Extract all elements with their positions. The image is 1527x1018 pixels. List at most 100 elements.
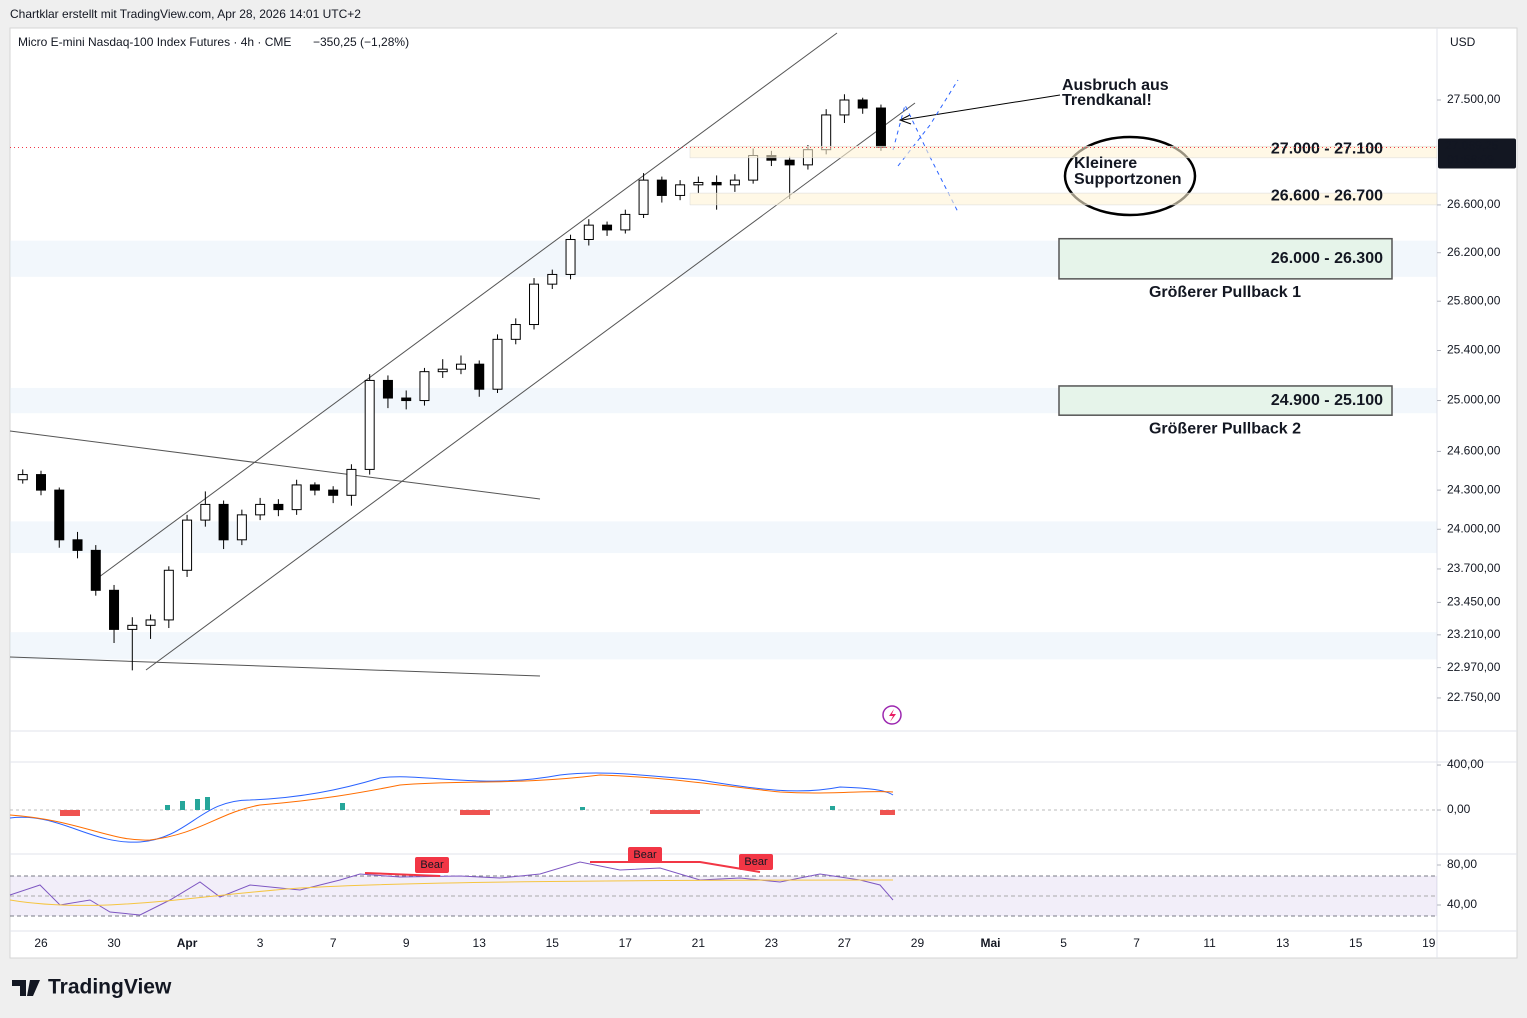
projection bbox=[892, 103, 959, 213]
zone-label: 24.900 - 25.100 bbox=[1271, 392, 1383, 409]
candle-body bbox=[328, 489, 339, 496]
bear-label: Bear bbox=[420, 859, 444, 871]
y-tick-label: 24.600,00 bbox=[1447, 444, 1501, 458]
x-tick-label: 15 bbox=[546, 936, 560, 950]
old-channel-upper bbox=[9, 430, 541, 500]
y-tick-label: 22.970,00 bbox=[1447, 660, 1501, 674]
candle-body bbox=[821, 114, 832, 151]
candle-body bbox=[364, 379, 375, 470]
candle-body bbox=[474, 363, 485, 390]
candle-body bbox=[36, 474, 46, 491]
y-tick-label: 24.000,00 bbox=[1447, 521, 1501, 535]
symbol-title: Micro E-mini Nasdaq-100 Index Futures · … bbox=[18, 35, 291, 49]
old-channel-lower bbox=[9, 656, 541, 677]
macd-line bbox=[9, 772, 894, 843]
candle-body bbox=[748, 155, 759, 181]
candle-body bbox=[90, 549, 101, 591]
candle-body bbox=[163, 569, 174, 621]
logo-text: TradingView bbox=[48, 976, 172, 999]
candle-body bbox=[236, 514, 247, 541]
x-tick-label: 11 bbox=[1203, 936, 1216, 950]
candle-body bbox=[382, 379, 393, 399]
y-tick-label: 23.450,00 bbox=[1447, 595, 1501, 609]
candle-body bbox=[729, 179, 740, 186]
bear-badge bbox=[739, 854, 773, 870]
x-tick-label: 30 bbox=[107, 936, 121, 950]
zone-label: 26.000 - 26.300 bbox=[1271, 250, 1383, 267]
candle-body bbox=[401, 397, 412, 402]
candle-body bbox=[54, 489, 65, 541]
x-tick-label: 29 bbox=[911, 936, 925, 950]
candle-body bbox=[784, 159, 795, 166]
last-price-label: 27.089,25 bbox=[1445, 139, 1499, 153]
candle-body bbox=[109, 589, 120, 630]
x-tick-label: 27 bbox=[838, 936, 852, 950]
macd-tick-label: 400,00 bbox=[1447, 757, 1484, 771]
y-tick-label: 27.500,00 bbox=[1447, 92, 1501, 106]
candle-body bbox=[273, 503, 284, 511]
y-tick-label: 25.800,00 bbox=[1447, 293, 1501, 307]
candle-body bbox=[492, 338, 503, 390]
x-tick-label: 5 bbox=[1060, 936, 1067, 950]
zone-caption: Größerer Pullback 1 bbox=[1149, 284, 1301, 301]
candle-body bbox=[529, 283, 540, 326]
x-tick-label: 9 bbox=[403, 936, 410, 950]
candle-body bbox=[255, 503, 266, 516]
y-tick-label: 23.210,00 bbox=[1447, 627, 1501, 641]
x-tick-label: Apr bbox=[177, 936, 198, 950]
candle-body bbox=[565, 238, 576, 275]
pullback-zone bbox=[1058, 237, 1393, 280]
logo: TradingView bbox=[12, 976, 172, 999]
arrow bbox=[901, 94, 1061, 121]
candle-body bbox=[17, 474, 28, 481]
candle-body bbox=[72, 539, 83, 551]
candle-body bbox=[675, 184, 686, 196]
price-band bbox=[10, 521, 1437, 554]
x-tick-label: 26 bbox=[34, 936, 48, 950]
rsi-band bbox=[10, 876, 1437, 916]
candle-body bbox=[182, 519, 193, 571]
candle-body bbox=[309, 484, 320, 491]
x-tick-label: 13 bbox=[1276, 936, 1290, 950]
x-tick-label: Mai bbox=[981, 936, 1001, 950]
y-tick-label: 26.200,00 bbox=[1447, 245, 1501, 259]
y-tick-label: 26.600,00 bbox=[1447, 197, 1501, 211]
candle-body bbox=[547, 273, 558, 285]
currency: USD bbox=[1450, 35, 1476, 49]
header: Chartklar erstellt mit TradingView.com, … bbox=[10, 7, 361, 21]
candle-body bbox=[875, 107, 886, 148]
candle-body bbox=[145, 619, 156, 626]
candle-body bbox=[693, 181, 704, 186]
candle-body bbox=[127, 624, 138, 630]
candle-body bbox=[857, 99, 868, 109]
x-tick-label: 7 bbox=[1133, 936, 1140, 950]
x-tick-label: 21 bbox=[692, 936, 706, 950]
x-tick-label: 23 bbox=[765, 936, 779, 950]
bear-badge bbox=[628, 847, 662, 863]
y-tick-label: 22.750,00 bbox=[1447, 690, 1501, 704]
pullback-zone bbox=[1058, 385, 1393, 416]
candle-body bbox=[200, 503, 211, 521]
candle-body bbox=[218, 503, 229, 541]
candle-body bbox=[510, 324, 521, 340]
circle-note bbox=[1063, 135, 1197, 217]
candle-body bbox=[656, 179, 667, 196]
x-tick-label: 7 bbox=[330, 936, 337, 950]
candle-body bbox=[437, 368, 448, 373]
rsi-tick-label: 80,00 bbox=[1447, 857, 1477, 871]
support-note: Kleinere bbox=[1074, 155, 1137, 172]
y-tick-label: 25.400,00 bbox=[1447, 343, 1501, 357]
candle-body bbox=[620, 213, 631, 231]
x-tick-label: 13 bbox=[473, 936, 487, 950]
zone-label: 26.600 - 26.700 bbox=[1271, 187, 1383, 204]
candle-body bbox=[291, 484, 302, 511]
last-price-box bbox=[1438, 138, 1516, 169]
zone-caption: Größerer Pullback 2 bbox=[1149, 420, 1301, 437]
support-zone bbox=[689, 145, 1438, 159]
y-tick-label: 25.000,00 bbox=[1447, 393, 1501, 407]
chart-frame bbox=[9, 27, 1518, 959]
breakout-note: Trendkanal! bbox=[1062, 92, 1152, 109]
signal-line bbox=[9, 774, 894, 841]
